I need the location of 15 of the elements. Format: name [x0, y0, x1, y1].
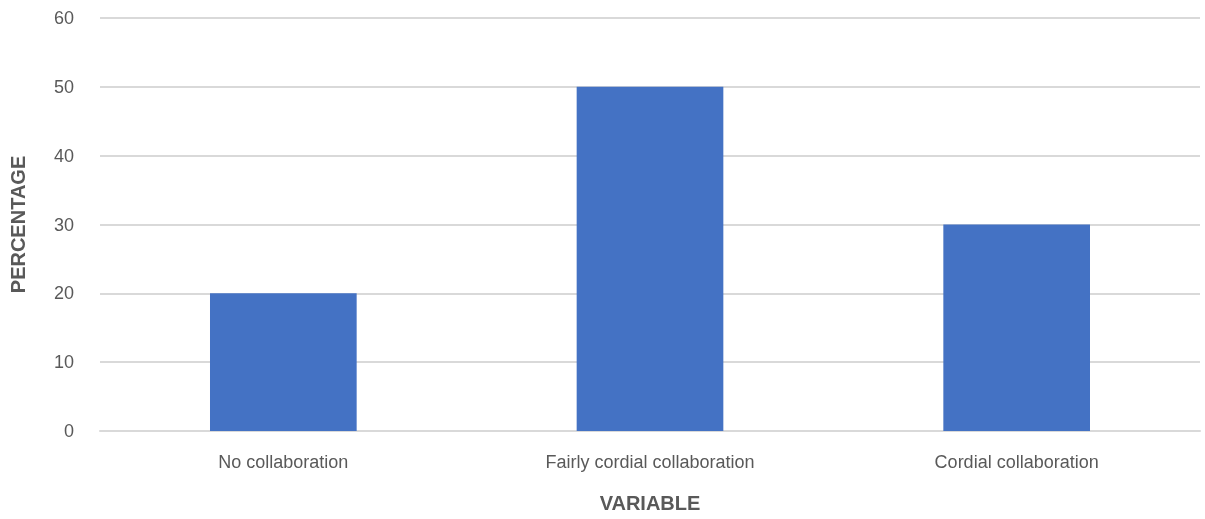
- y-tick-label: 40: [53, 145, 74, 166]
- bar: [943, 224, 1090, 431]
- y-tick-label: 60: [53, 8, 74, 28]
- x-axis-title: VARIABLE: [599, 492, 701, 514]
- y-tick-label: 50: [53, 76, 74, 97]
- x-tick-label: No collaboration: [218, 452, 349, 472]
- y-tick-label: 20: [53, 283, 74, 304]
- y-tick-label: 0: [63, 421, 74, 441]
- x-tick-label: Cordial collaboration: [934, 452, 1099, 472]
- bar: [210, 293, 357, 431]
- y-tick-label: 10: [53, 352, 74, 373]
- x-tick-label: Fairly cordial collaboration: [545, 452, 755, 472]
- y-axis-title: PERCENTAGE: [7, 155, 29, 294]
- y-tick-label: 30: [53, 214, 74, 235]
- bar: [576, 86, 724, 431]
